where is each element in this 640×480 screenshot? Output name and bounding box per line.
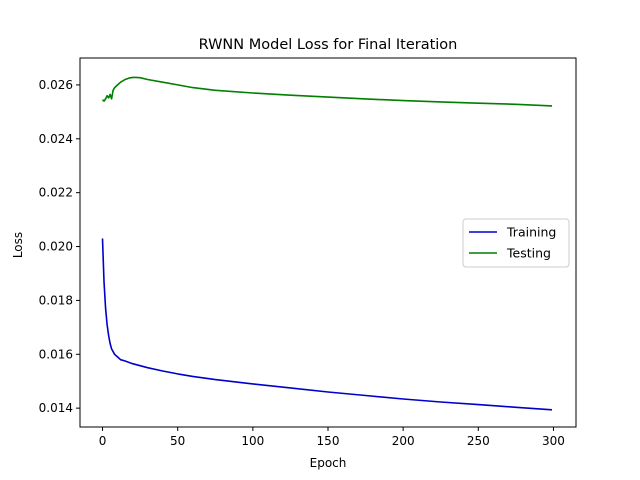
y-tick-label: 0.026 bbox=[39, 78, 73, 92]
x-tick-label: 300 bbox=[542, 434, 565, 448]
legend-label-testing: Testing bbox=[506, 246, 551, 261]
x-tick-label: 0 bbox=[99, 434, 107, 448]
x-tick-label: 150 bbox=[317, 434, 340, 448]
x-axis-label: Epoch bbox=[310, 456, 347, 470]
y-tick-label: 0.014 bbox=[39, 401, 73, 415]
legend-box bbox=[462, 218, 570, 268]
axis-ticks: 0 50 100 150 200 250 300 0.014 0.016 0.018 0.020 0.… bbox=[39, 78, 565, 448]
y-tick-label: 0.020 bbox=[39, 240, 73, 254]
x-tick-label: 100 bbox=[241, 434, 264, 448]
chart-title: RWNN Model Loss for Final Iteration bbox=[199, 37, 458, 53]
x-tick-label: 50 bbox=[170, 434, 185, 448]
x-tick-label: 200 bbox=[392, 434, 415, 448]
y-tick-label: 0.024 bbox=[39, 132, 73, 146]
legend-label-training: Training bbox=[506, 225, 556, 240]
series-line-testing bbox=[101, 76, 553, 107]
y-axis-label: Loss bbox=[11, 232, 25, 258]
y-tick-label: 0.022 bbox=[39, 186, 73, 200]
y-tick-label: 0.018 bbox=[39, 293, 73, 307]
series-line-training bbox=[101, 238, 553, 411]
legend: Training Testing bbox=[462, 218, 570, 268]
x-tick-label: 250 bbox=[467, 434, 490, 448]
y-tick-label: 0.016 bbox=[39, 347, 73, 361]
